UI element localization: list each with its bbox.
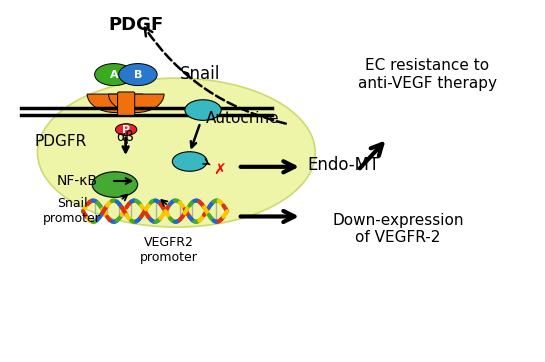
Text: EC resistance to
anti-VEGF therapy: EC resistance to anti-VEGF therapy (358, 58, 497, 91)
Ellipse shape (116, 124, 137, 135)
FancyBboxPatch shape (118, 92, 135, 115)
Text: αβ: αβ (117, 130, 135, 144)
Ellipse shape (185, 100, 221, 120)
Text: VEGFR2
promoter: VEGFR2 promoter (140, 236, 197, 264)
Ellipse shape (172, 152, 207, 171)
Text: P: P (122, 125, 130, 135)
Text: NF-κB: NF-κB (56, 174, 97, 188)
Wedge shape (108, 94, 164, 113)
Text: Snail
promoter: Snail promoter (43, 197, 101, 225)
Text: PDGF: PDGF (108, 16, 164, 34)
Ellipse shape (95, 64, 133, 85)
Ellipse shape (119, 64, 157, 85)
Text: Down-expression
of VEGFR-2: Down-expression of VEGFR-2 (332, 213, 464, 245)
Text: Autocrine: Autocrine (207, 111, 280, 126)
Ellipse shape (92, 172, 138, 197)
Text: Snail: Snail (180, 66, 221, 83)
Text: B: B (134, 70, 142, 80)
Text: A: A (110, 70, 118, 80)
Wedge shape (87, 94, 143, 113)
Text: Endo-MT: Endo-MT (307, 156, 379, 174)
Text: ✗: ✗ (213, 163, 226, 178)
Ellipse shape (38, 78, 315, 227)
Text: PDGFR: PDGFR (35, 134, 87, 150)
FancyArrowPatch shape (145, 28, 286, 123)
